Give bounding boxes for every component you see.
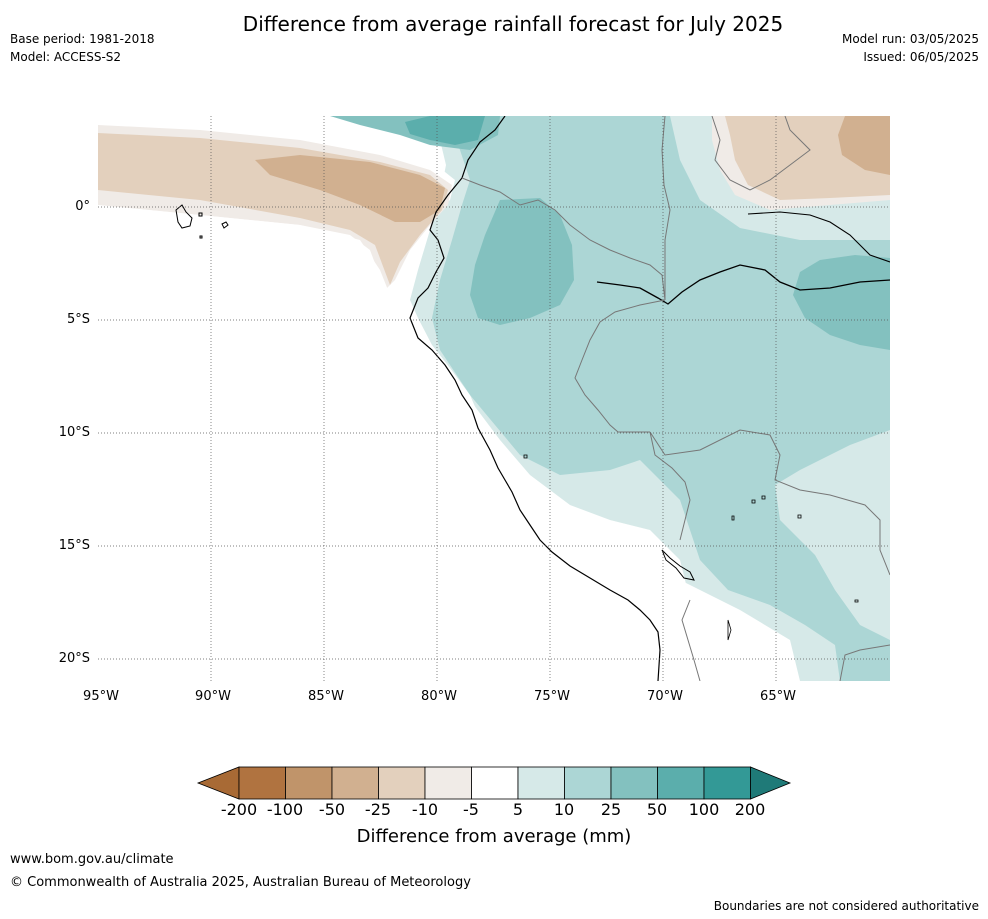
- colorbar-extend-low: [196, 766, 240, 800]
- colorbar-tick: 100: [688, 800, 720, 819]
- colorbar-tick: -100: [266, 800, 304, 819]
- lon-label-75w: 75°W: [534, 689, 570, 704]
- base-period-text: Base period: 1981-2018: [10, 32, 155, 46]
- colorbar-tick: -25: [364, 800, 392, 819]
- colorbar-swatch: [424, 766, 472, 800]
- colorbar-extend-high: [750, 766, 792, 800]
- colorbar-swatch: [517, 766, 565, 800]
- metadata-left: Base period: 1981-2018 Model: ACCESS-S2: [10, 30, 155, 66]
- model-run-text: Model run: 03/05/2025: [841, 32, 979, 46]
- colorbar-swatch: [471, 766, 519, 800]
- lon-label-65w: 65°W: [760, 689, 796, 704]
- lon-label-70w: 70°W: [647, 689, 683, 704]
- colorbar-tick: 50: [646, 800, 668, 819]
- colorbar-swatch: [657, 766, 705, 800]
- gridlines: [98, 116, 890, 681]
- lat-label-0: 0°: [75, 199, 90, 214]
- lat-label-5s: 5°S: [66, 312, 90, 327]
- colorbar-title: Difference from average (mm): [356, 826, 632, 847]
- colorbar-tick: -200: [220, 800, 258, 819]
- country-borders: [461, 116, 890, 681]
- metadata-right: Model run: 03/05/2025 Issued: 06/05/2025: [842, 30, 979, 66]
- map-title: Difference from average rainfall forecas…: [242, 12, 784, 36]
- coastal-neutral-zone: [98, 205, 690, 681]
- colorbar-tick: 10: [553, 800, 575, 819]
- inland-lakes: [523, 454, 859, 641]
- colorbar-swatch: [331, 766, 379, 800]
- colorbar-tick: -5: [463, 800, 479, 819]
- lake-titicaca: [661, 549, 695, 581]
- anomaly-neg25-neg50-zone: [255, 155, 445, 222]
- rio-negro: [747, 211, 890, 263]
- anomaly-25-50-zone-central: [470, 198, 574, 325]
- colorbar-tick: 25: [600, 800, 622, 819]
- footer-url: www.bom.gov.au/climate: [10, 852, 174, 867]
- amazon-river: [596, 264, 890, 305]
- footer-disclaimer: Boundaries are not considered authoritat…: [713, 899, 979, 913]
- colorbar-swatch: [238, 766, 286, 800]
- colorbar-tick: 5: [512, 800, 524, 819]
- colorbar-tick: -10: [411, 800, 439, 819]
- colorbar: [196, 766, 792, 800]
- colorbar-swatch: [285, 766, 333, 800]
- lat-label-15s: 15°S: [58, 538, 90, 553]
- anomaly-25-50-zone-east: [793, 255, 890, 350]
- colorbar-tick: 200: [734, 800, 766, 819]
- lon-label-95w: 95°W: [83, 689, 119, 704]
- colorbar-tick: -50: [318, 800, 346, 819]
- map-panel: [98, 116, 890, 681]
- lon-label-90w: 90°W: [195, 689, 231, 704]
- lon-label-85w: 85°W: [308, 689, 344, 704]
- coastline: [409, 116, 661, 681]
- anomaly-50-100-zone: [405, 116, 485, 145]
- galapagos-islands: [175, 204, 229, 239]
- lon-label-80w: 80°W: [421, 689, 457, 704]
- colorbar-swatch: [610, 766, 658, 800]
- footer-copyright: © Commonwealth of Australia 2025, Austra…: [10, 875, 471, 890]
- anomaly-neg25-ne-zone: [838, 116, 890, 175]
- lat-label-10s: 10°S: [58, 425, 90, 440]
- issued-text: Issued: 06/05/2025: [863, 50, 979, 64]
- colorbar-swatch: [703, 766, 751, 800]
- model-text: Model: ACCESS-S2: [10, 50, 122, 64]
- colorbar-swatch: [378, 766, 426, 800]
- colorbar-swatch: [564, 766, 612, 800]
- lat-label-20s: 20°S: [58, 651, 90, 666]
